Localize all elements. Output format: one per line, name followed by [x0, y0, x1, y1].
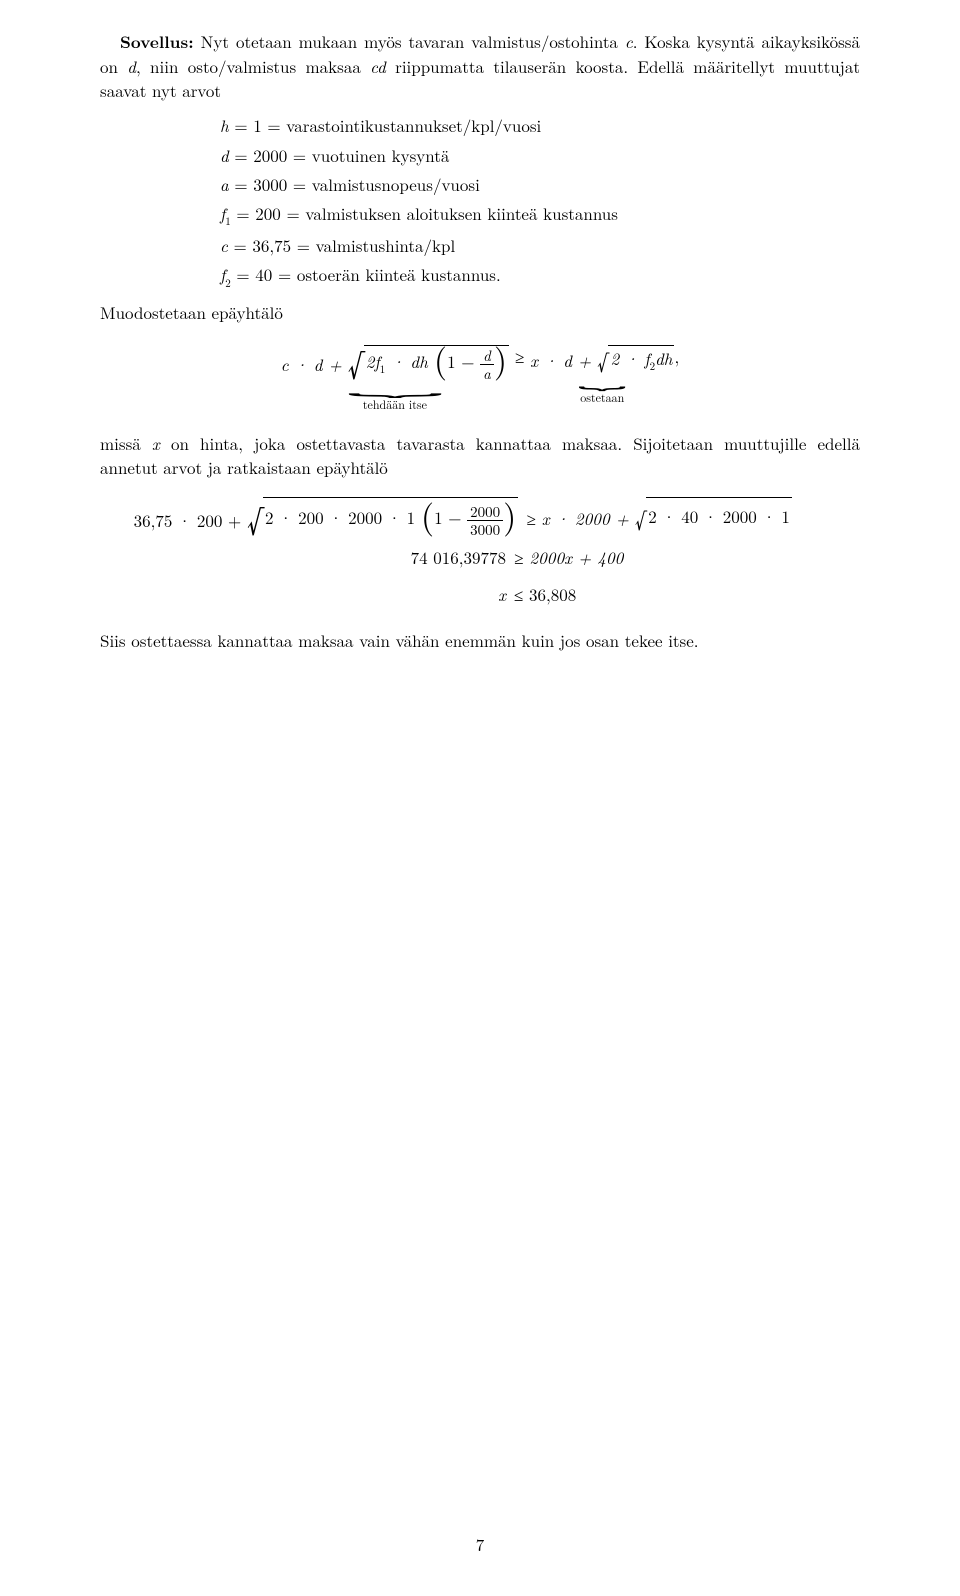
inequality-display: c · d + √2f1 · dh (1 − da) ⏟ tehdään its…	[100, 345, 860, 414]
form-inequality-text: Muodostetaan epäyhtälö	[100, 301, 860, 325]
where-text-b: on hinta, joka ostettavasta tavarasta ka…	[100, 431, 860, 479]
var-c: c = 36,75 = valmistushinta/kpl	[220, 232, 860, 259]
eq-row-2: 74 016,39778 ≥ 2000x + 400	[100, 540, 860, 574]
where-x-paragraph: missä x on hinta, joka ostettavasta tava…	[100, 432, 860, 480]
var-a: a = 3000 = valmistusnopeus/vuosi	[220, 171, 860, 198]
aligned-equations: 36,75 · 200 + √2 · 200 · 2000 · 1 (1 − 2…	[100, 497, 860, 611]
eq-row-3: x ≤ 36,808	[100, 577, 860, 611]
intro-text-c: , niin osto/valmistus maksaa	[136, 54, 370, 78]
var-f1: f1 = 200 = valmistuksen aloituksen kiint…	[220, 200, 860, 230]
sovellus-label: Sovellus:	[120, 30, 194, 54]
conclusion-paragraph: Siis ostettaessa kannattaa maksaa vain v…	[100, 629, 860, 653]
var-h: h = 1 = varastointikustannukset/kpl/vuos…	[220, 112, 860, 139]
intro-var-c: c	[625, 29, 633, 53]
var-d: d = 2000 = vuotuinen kysyntä	[220, 142, 860, 169]
rhs-underbrace: x · d + √2 · f2dh ⏟ ostetaan	[530, 345, 674, 407]
intro-var-cd: cd	[370, 54, 386, 78]
eq-row-1: 36,75 · 200 + √2 · 200 · 2000 · 1 (1 − 2…	[100, 497, 860, 537]
where-var-x: x	[152, 431, 160, 455]
var-f2: f2 = 40 = ostoerän kiinteä kustannus.	[220, 261, 860, 291]
intro-text-a: Nyt otetaan mukaan myös tavaran valmistu…	[194, 29, 625, 53]
intro-paragraph: Sovellus: Nyt otetaan mukaan myös tavara…	[100, 30, 860, 102]
page-number: 7	[0, 1532, 960, 1556]
where-text-a: missä	[100, 431, 152, 455]
intro-var-d: d	[127, 54, 136, 78]
page-content: Sovellus: Nyt otetaan mukaan myös tavara…	[0, 0, 960, 717]
variable-definitions: h = 1 = varastointikustannukset/kpl/vuos…	[220, 112, 860, 291]
